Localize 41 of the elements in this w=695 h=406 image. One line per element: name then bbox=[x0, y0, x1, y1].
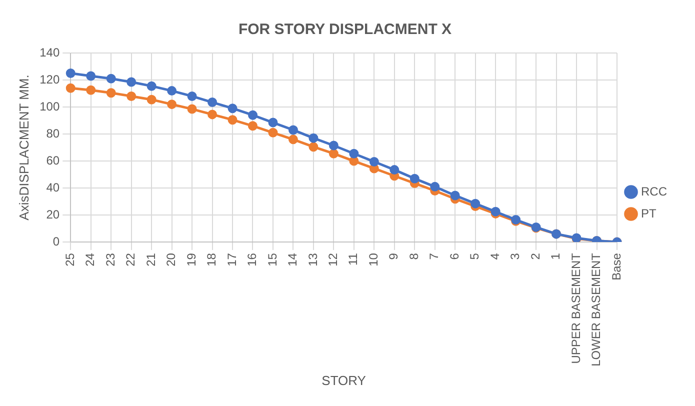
y-tick-label: 0 bbox=[52, 234, 60, 248]
x-tick-label: UPPER BASEMENT bbox=[568, 252, 583, 364]
x-tick-label: 8 bbox=[406, 252, 421, 260]
x-tick-label: 6 bbox=[447, 252, 462, 260]
x-tick-label: 16 bbox=[245, 252, 260, 266]
x-tick-label: 1 bbox=[548, 252, 563, 260]
x-tick-label: 7 bbox=[427, 252, 442, 260]
x-tick-label: 22 bbox=[124, 252, 138, 266]
x-tick-label: 9 bbox=[386, 252, 401, 260]
x-tick-label: 24 bbox=[83, 252, 98, 266]
x-tick-label: 5 bbox=[468, 252, 482, 260]
x-tick-label: 3 bbox=[508, 252, 522, 260]
x-tick-label: 17 bbox=[224, 252, 239, 266]
y-axis-title: AxisDISPLACMENT MM. bbox=[16, 74, 32, 220]
x-axis-title: STORY bbox=[322, 372, 366, 388]
x-tick-label: 2 bbox=[528, 252, 542, 260]
legend-label: PT bbox=[641, 206, 658, 220]
x-tick-label: 21 bbox=[144, 252, 158, 266]
legend-label: RCC bbox=[641, 184, 668, 198]
x-tick-label: 11 bbox=[346, 252, 360, 266]
x-tick-label: 23 bbox=[103, 252, 118, 266]
x-tick-label: 25 bbox=[62, 252, 77, 266]
y-tick-label: 80 bbox=[46, 126, 60, 140]
x-tick-label: LOWER BASEMENT bbox=[589, 252, 604, 366]
chart-title: FOR STORY DISPLACMENT X bbox=[238, 21, 452, 38]
y-tick-label: 60 bbox=[46, 153, 60, 168]
y-tick-label: 140 bbox=[40, 45, 60, 60]
y-tick-label: 40 bbox=[46, 180, 60, 194]
x-tick-label: 15 bbox=[265, 252, 280, 266]
y-tick-label: 120 bbox=[40, 72, 60, 86]
y-tick-label: 100 bbox=[40, 99, 60, 114]
x-tick-label: 18 bbox=[204, 252, 219, 266]
y-tick-label: 20 bbox=[46, 207, 60, 222]
x-tick-label: 20 bbox=[164, 252, 178, 266]
x-tick-label: 19 bbox=[184, 252, 198, 266]
x-tick-label: 12 bbox=[326, 252, 340, 266]
x-tick-label: 13 bbox=[306, 252, 320, 266]
x-tick-label: 10 bbox=[366, 252, 380, 266]
x-tick-label: Base bbox=[609, 252, 624, 280]
x-tick-label: 14 bbox=[286, 252, 300, 266]
x-tick-label: 4 bbox=[488, 252, 502, 260]
